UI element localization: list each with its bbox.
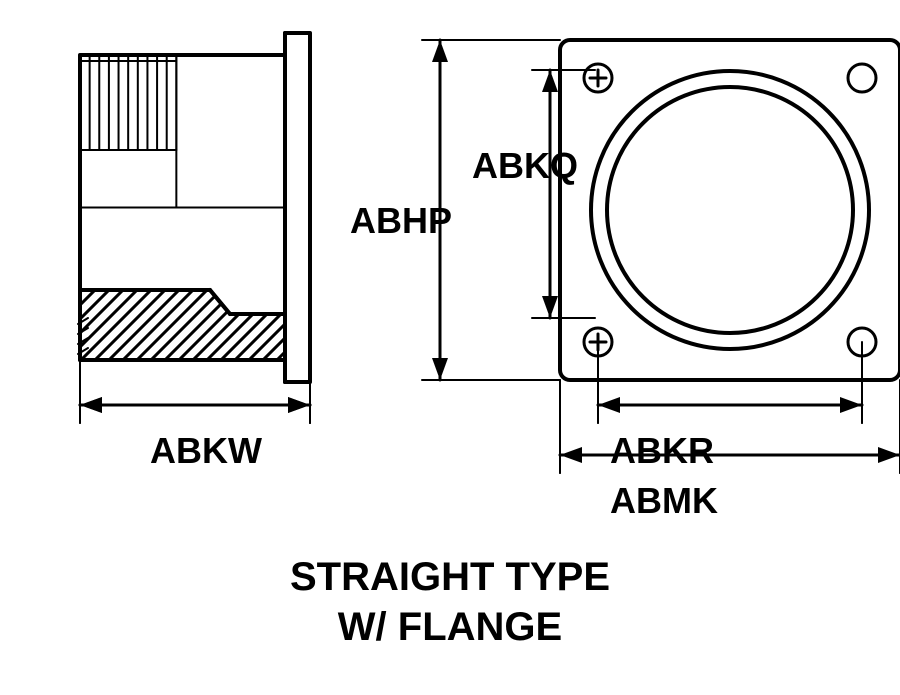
label-abhp: ABHP: [350, 200, 452, 242]
label-abkw: ABKW: [150, 430, 262, 472]
title-line-1: STRAIGHT TYPE: [0, 555, 900, 600]
label-abkq: ABKQ: [472, 145, 578, 187]
label-abmk: ABMK: [610, 480, 718, 522]
title-line-2: W/ FLANGE: [0, 605, 900, 650]
label-abkr: ABKR: [610, 430, 714, 472]
